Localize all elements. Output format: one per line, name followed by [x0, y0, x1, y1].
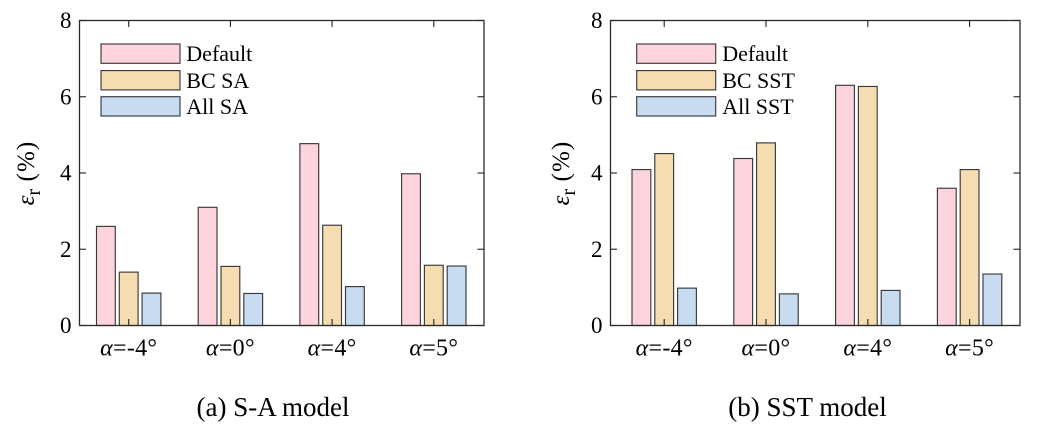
svg-text:2: 2 — [60, 237, 72, 262]
svg-text:Default: Default — [722, 41, 788, 66]
svg-text:2: 2 — [591, 237, 603, 262]
svg-text:4: 4 — [60, 161, 72, 186]
svg-text:α=-4°: α=-4° — [636, 336, 693, 362]
svg-text:8: 8 — [60, 8, 72, 33]
svg-text:εr (%): εr (%) — [548, 141, 580, 206]
svg-text:(a) S-A model: (a) S-A model — [197, 392, 350, 422]
svg-text:α=0°: α=0° — [206, 336, 255, 362]
svg-text:6: 6 — [591, 84, 603, 109]
svg-text:8: 8 — [591, 8, 603, 33]
svg-text:α=5°: α=5° — [409, 336, 458, 362]
svg-text:6: 6 — [60, 84, 72, 109]
svg-text:0: 0 — [60, 313, 72, 338]
svg-text:α=5°: α=5° — [945, 336, 994, 362]
svg-text:4: 4 — [591, 161, 603, 186]
svg-text:εr (%): εr (%) — [13, 141, 45, 206]
svg-text:BC SST: BC SST — [722, 68, 795, 93]
svg-text:α=4°: α=4° — [308, 336, 357, 362]
svg-text:Default: Default — [186, 41, 252, 66]
svg-text:α=-4°: α=-4° — [100, 336, 157, 362]
svg-text:All SA: All SA — [186, 94, 248, 119]
svg-text:α=0°: α=0° — [742, 336, 791, 362]
svg-text:α=4°: α=4° — [843, 336, 892, 362]
svg-text:0: 0 — [591, 313, 603, 338]
svg-text:All SST: All SST — [722, 94, 794, 119]
svg-text:(b) SST model: (b) SST model — [728, 392, 887, 422]
svg-text:BC SA: BC SA — [186, 68, 249, 93]
